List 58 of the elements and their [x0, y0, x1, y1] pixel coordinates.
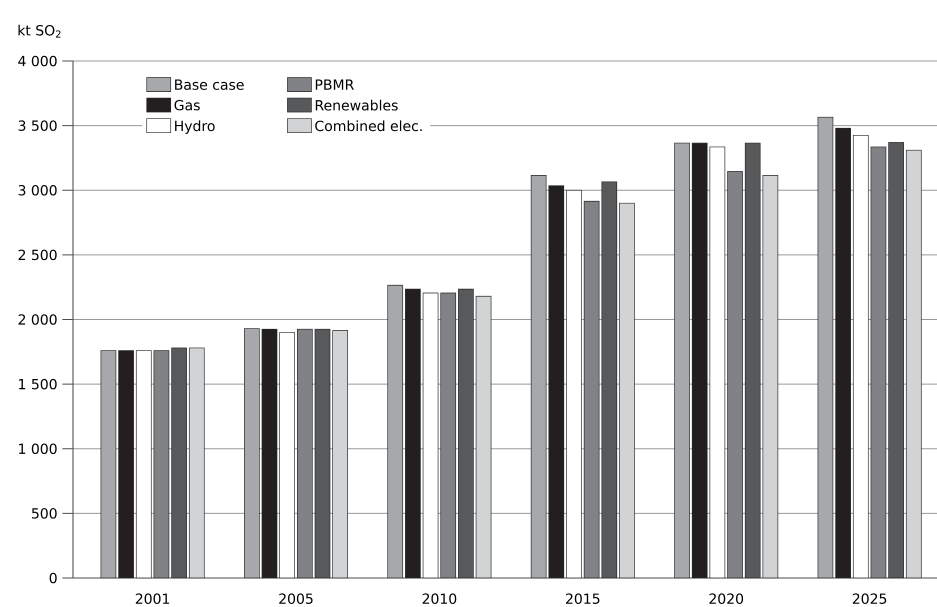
bar	[387, 284, 404, 578]
bar	[244, 328, 260, 578]
legend-label: Renewables	[316, 100, 398, 111]
legend-label: Combined elec.	[315, 120, 422, 132]
x-tick-label: 2015	[566, 593, 600, 604]
y-tick-label: 4 000	[18, 56, 57, 66]
bar	[906, 150, 922, 578]
bar	[100, 350, 116, 578]
bar	[476, 296, 492, 578]
bar	[601, 182, 618, 578]
x-tick-label: 2020	[709, 593, 744, 604]
bar	[870, 146, 886, 578]
x-tick-label: 2025	[852, 593, 886, 604]
bar	[566, 190, 582, 578]
y-tick-label: 3 000	[18, 184, 57, 196]
y-tick-label: 500	[32, 508, 57, 519]
bar	[727, 171, 743, 578]
bar	[118, 350, 134, 578]
bar	[405, 288, 421, 578]
bar	[692, 142, 708, 578]
bar	[818, 116, 834, 578]
bar	[440, 292, 456, 578]
y-tick-label: 2 500	[18, 250, 57, 260]
legend-label: Base case	[175, 80, 244, 90]
bar	[262, 328, 278, 578]
bar	[171, 348, 187, 578]
y-axis-title: kt SO$_{2}$	[18, 24, 60, 38]
bar	[530, 175, 546, 578]
legend-label: Gas	[174, 100, 200, 110]
bar	[154, 350, 170, 578]
x-tick-label: 2005	[279, 593, 313, 604]
y-tick-label: 0	[50, 572, 57, 584]
x-tick-label: 2010	[422, 593, 456, 604]
bar	[279, 332, 295, 578]
bar	[332, 330, 348, 578]
bar	[852, 134, 869, 578]
y-tick-label: 2 000	[18, 314, 57, 325]
bar	[762, 175, 778, 578]
bar	[314, 328, 330, 578]
bar	[548, 185, 564, 578]
y-tick-label: 1 000	[19, 443, 57, 454]
y-tick-label: 3 500	[18, 120, 57, 131]
bar	[422, 292, 438, 578]
bar	[297, 328, 313, 578]
bar	[136, 350, 152, 578]
bar	[744, 142, 761, 578]
bar	[619, 202, 635, 578]
bar	[584, 200, 600, 578]
bar	[888, 142, 904, 578]
x-tick-label: 2001	[136, 593, 170, 604]
bar	[835, 128, 851, 578]
bar	[188, 348, 205, 578]
y-tick-label: 1 500	[19, 378, 57, 390]
bar	[458, 288, 474, 578]
legend-label: Hydro	[175, 120, 215, 134]
bar	[710, 146, 726, 578]
legend-label: PBMR	[316, 80, 354, 90]
bar	[674, 142, 690, 578]
